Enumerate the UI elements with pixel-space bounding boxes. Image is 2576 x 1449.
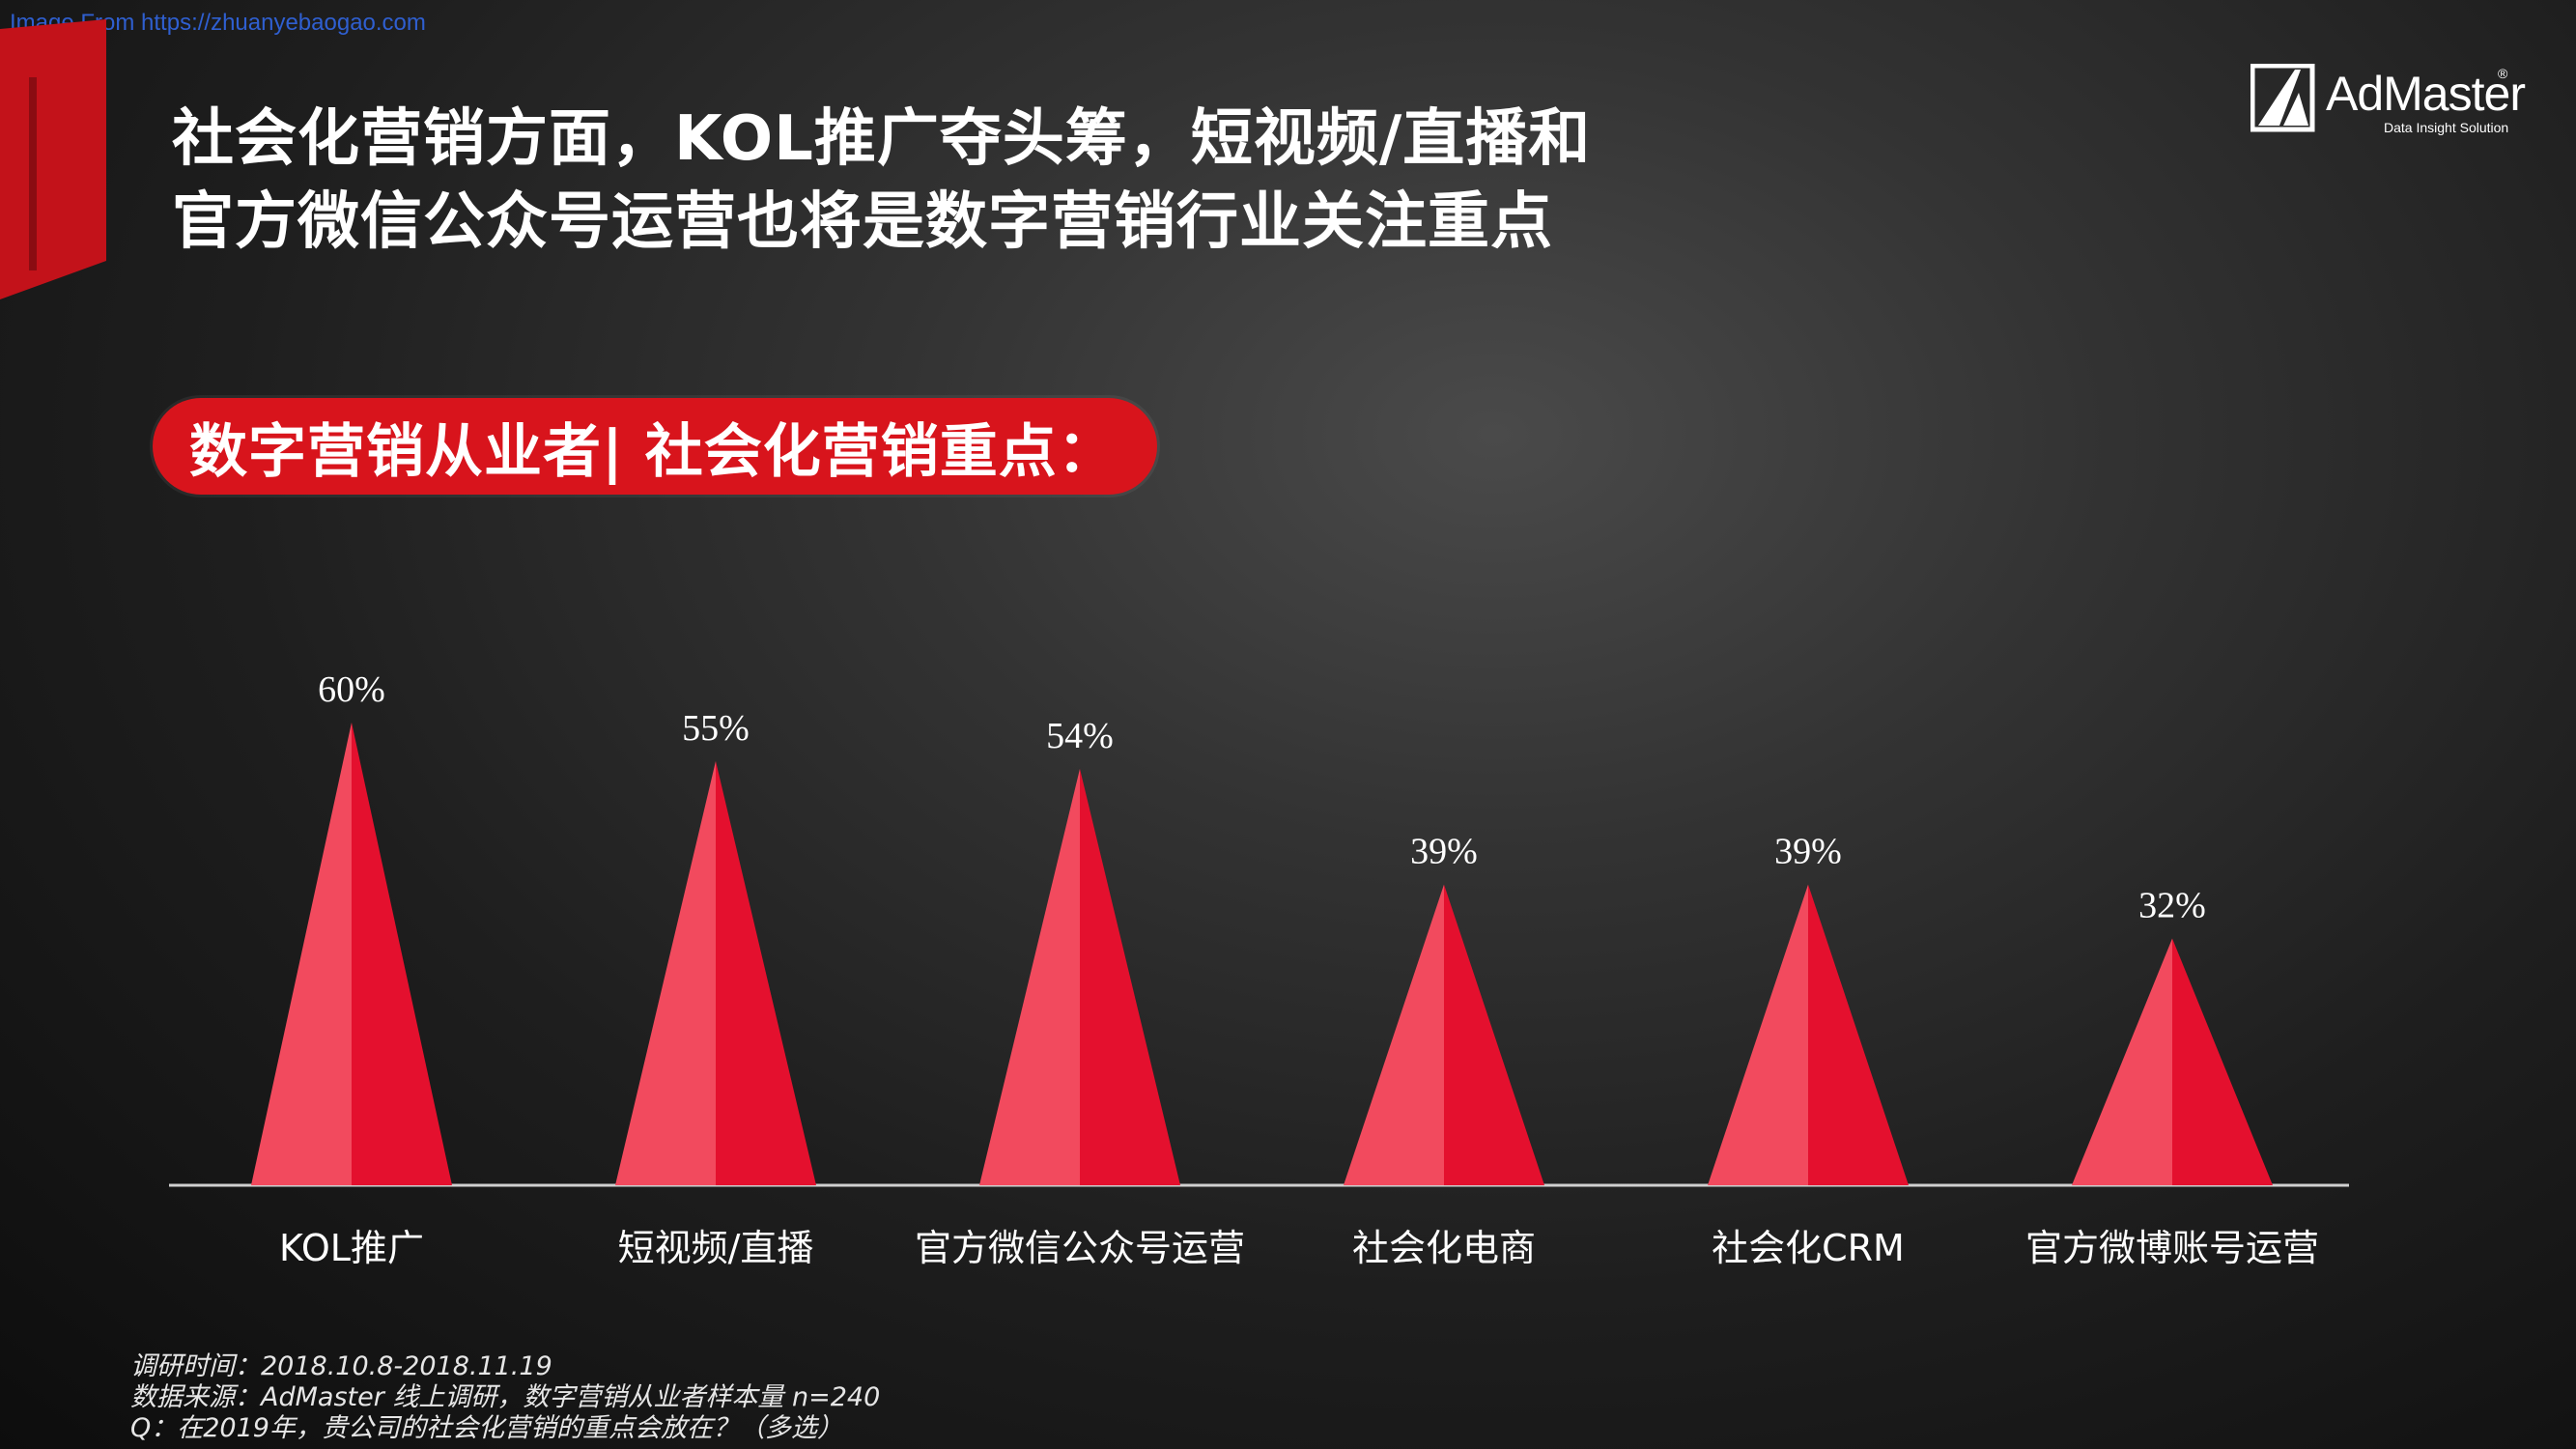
category-label: 社会化CRM (1712, 1227, 1905, 1269)
category-label: 短视频/直播 (618, 1227, 814, 1269)
bar-triangle-left-face (1344, 884, 1444, 1185)
data-label: 54% (1046, 716, 1114, 756)
bar-triangle-left-face (979, 768, 1080, 1185)
bar-triangle-left-face (251, 722, 352, 1185)
page-title-line-2: 官方微信公众号运营也将是数字营销行业关注重点 (172, 186, 1553, 258)
category-label: KOL推广 (279, 1227, 424, 1269)
admaster-logo: AdMaster ® Data Insight Solution (2250, 63, 2526, 141)
admaster-mark-icon (2250, 63, 2315, 132)
bar-triangle (1708, 884, 1909, 1185)
category-label: 官方微信公众号运营 (915, 1227, 1245, 1269)
section-subtitle: 数字营销从业者| 社会化营销重点： (189, 417, 1117, 486)
bar-triangle-right-face (1444, 884, 1544, 1185)
bar-triangle-right-face (352, 722, 452, 1185)
bar-triangle-left-face (615, 760, 716, 1185)
bar-triangle-left-face (1708, 884, 1808, 1185)
data-label: 60% (318, 669, 385, 710)
category-label: 官方微博账号运营 (2025, 1227, 2319, 1269)
data-label: 55% (682, 708, 750, 749)
red-ribbon-decoration (0, 19, 106, 299)
bar-triangle (251, 722, 452, 1185)
bar-triangle (615, 760, 816, 1185)
footnote-data-source: 数据来源：AdMaster 线上调研，数字营销从业者样本量 n=240 (130, 1382, 881, 1412)
bar-triangle-right-face (1808, 884, 1909, 1185)
data-label: 39% (1774, 832, 1842, 872)
category-label: 社会化电商 (1352, 1227, 1536, 1269)
logo-registered-mark: ® (2498, 66, 2508, 81)
bar-triangle (979, 768, 1180, 1185)
logo-name: AdMaster (2326, 67, 2526, 121)
bar-triangle-right-face (716, 760, 816, 1185)
footnote-question: Q：在2019年，贵公司的社会化营销的重点会放在？（多选） (130, 1413, 843, 1443)
bar-triangle-right-face (2172, 938, 2273, 1185)
bar-triangle-left-face (2072, 938, 2172, 1185)
footnote-survey-time: 调研时间：2018.10.8-2018.11.19 (130, 1351, 552, 1381)
page-title-line-1: 社会化营销方面，KOL推广夺头筹，短视频/直播和 (172, 103, 1592, 175)
bar-triangle-right-face (1080, 768, 1180, 1185)
bar-triangle (1344, 884, 1544, 1185)
data-label: 39% (1410, 832, 1478, 872)
bar-triangle (2072, 938, 2273, 1185)
data-label: 32% (2138, 885, 2206, 925)
section-subtitle-pill: 数字营销从业者| 社会化营销重点： (153, 398, 1157, 495)
logo-tagline: Data Insight Solution (2384, 120, 2509, 135)
